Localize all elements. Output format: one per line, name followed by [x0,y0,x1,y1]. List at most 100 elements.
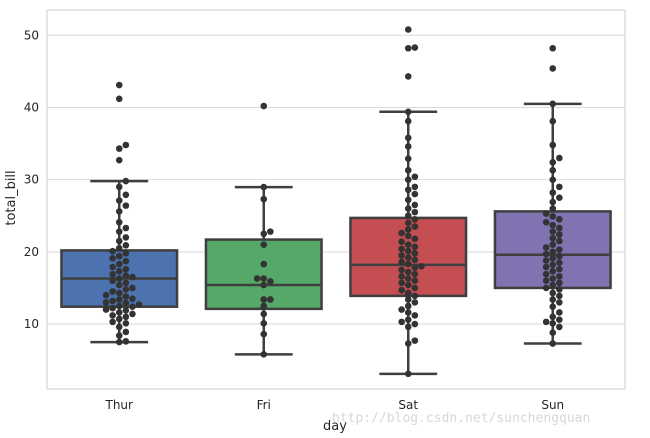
data-point [109,318,116,326]
data-point [398,252,405,259]
data-point [549,100,557,108]
data-point [115,95,123,103]
data-point [411,264,419,272]
data-point [404,196,412,204]
data-point [398,258,405,266]
data-point [411,284,419,292]
data-point [549,248,557,256]
data-point [404,212,412,220]
data-point [122,338,130,345]
data-point [115,228,123,235]
data-point [411,235,419,243]
data-point [556,309,563,316]
plot-area [46,9,626,390]
data-point [115,302,123,310]
data-point [404,260,412,268]
data-point [549,281,557,289]
y-tick-label: 50 [24,28,39,42]
data-point [115,145,123,152]
data-point [122,224,130,232]
data-point [404,340,412,347]
data-point [411,270,419,278]
data-point [398,286,405,294]
data-point [404,176,412,183]
data-point [549,65,557,72]
data-point [115,315,123,323]
data-point [260,320,268,327]
x-tick-labels: Thur Fri Sat Sun [105,398,565,412]
data-point [542,277,550,285]
data-point [404,26,412,33]
data-point [398,238,405,246]
data-point [411,173,419,181]
watermark: http://blog.csdn.net/sunchengquan [332,411,590,426]
data-point [549,141,557,149]
data-point [404,296,412,303]
data-point [122,177,130,185]
data-point [404,186,412,194]
data-point [398,273,405,280]
data-point [404,219,412,227]
data-point [115,81,123,89]
data-point [549,213,557,220]
data-point [404,323,412,331]
data-point [109,312,116,319]
y-tick-labels: 10 20 30 40 50 [24,28,39,331]
data-point [556,286,563,293]
x-tick-label: Sat [398,398,418,412]
data-point [109,263,116,271]
data-point [115,296,123,303]
data-point [122,328,130,336]
data-point [109,255,116,262]
y-tick-label: 20 [24,245,39,259]
data-point [542,318,550,326]
data-point [549,289,557,297]
data-point [549,303,557,311]
data-point [115,323,123,331]
data-point [102,291,110,299]
data-point [549,44,557,52]
data-point [404,232,412,240]
data-point [549,275,557,282]
data-point [122,293,130,300]
data-point [411,292,419,300]
x-tick-label: Fri [257,398,271,412]
data-point [556,316,563,323]
y-tick-label: 40 [24,100,39,114]
data-point [411,223,419,230]
data-point [115,252,123,260]
data-point [549,296,557,303]
data-point [404,370,412,378]
data-point [542,210,550,217]
data-point [549,166,557,174]
data-point [404,143,412,150]
data-point [122,320,130,327]
data-point [549,176,557,183]
data-point [411,190,419,198]
data-point [267,296,274,303]
data-point [549,320,557,327]
data-point [115,260,123,268]
data-point [404,316,412,323]
data-point [398,318,405,326]
data-point [267,228,274,235]
data-point [549,329,557,336]
data-point [549,268,557,275]
data-point [109,297,116,305]
data-point [260,281,268,289]
data-point [549,117,557,125]
data-point [556,224,563,232]
data-point [260,351,268,358]
data-point [549,205,557,212]
data-point [411,337,419,344]
data-point [404,241,412,248]
data-point [260,241,268,248]
data-point [556,154,563,162]
data-point [411,216,419,223]
data-point [404,155,412,163]
data-point [122,279,130,287]
data-point [260,195,268,203]
data-point [556,252,563,260]
data-point [556,323,563,331]
swarm-points [102,26,563,378]
